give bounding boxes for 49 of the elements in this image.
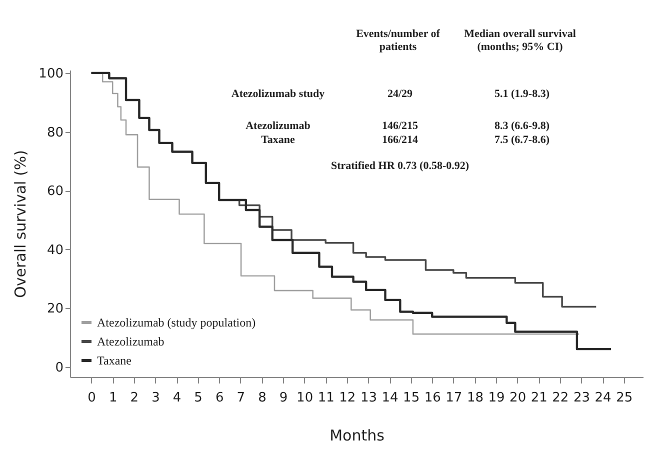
x-tick-label: 13 (360, 390, 377, 406)
y-axis-title: Overall survival (%) (12, 150, 30, 298)
x-tick-label: 22 (552, 390, 569, 406)
legend-label: Atezolizumab (study population) (97, 316, 256, 330)
legend-label: Taxane (97, 354, 132, 368)
annotation: Stratified HR 0.73 (0.58-0.92) (330, 160, 470, 173)
y-tick-label: 20 (46, 302, 64, 317)
annotation: Atezolizumab (246, 120, 310, 133)
annotation: 166/214 (382, 134, 418, 147)
x-tick-label: 24 (594, 390, 612, 406)
x-tick-label: 6 (215, 390, 224, 406)
x-tick-label: 12 (339, 390, 356, 406)
x-tick-label: 1 (108, 390, 118, 406)
x-tick-label: 15 (403, 390, 420, 406)
x-tick-label: 11 (318, 390, 334, 406)
text: Median overall survival (months; 95% CI) (463, 28, 577, 54)
y-tick-label: 40 (46, 242, 64, 258)
x-tick-label: 16 (424, 390, 441, 406)
x-tick-label: 21 (530, 390, 548, 406)
x-tick-label: 3 (152, 390, 160, 406)
x-tick-label: 17 (446, 390, 462, 406)
x-tick-label: 18 (466, 390, 484, 406)
x-tick-label: 4 (172, 390, 182, 406)
x-tick-label: 7 (236, 390, 246, 406)
x-tick-label: 23 (573, 390, 590, 406)
annotation: Atezolizumab study (231, 88, 325, 101)
y-tick-label: 80 (46, 125, 64, 140)
annotation: 5.1 (1.9-8.3) (494, 88, 550, 101)
x-axis-title: Months (330, 426, 385, 444)
x-tick-label: 9 (279, 390, 288, 406)
legend-label: Atezolizumab (97, 334, 164, 348)
y-tick-label: 100 (38, 66, 64, 82)
annotation: 24/29 (387, 88, 413, 101)
annotation: Taxane (261, 134, 295, 147)
annotation: 146/215 (382, 120, 418, 133)
x-tick-label: 19 (488, 390, 505, 406)
x-tick-label: 20 (510, 390, 526, 406)
x-tick-label: 25 (616, 390, 633, 406)
x-tick-label: 14 (382, 390, 398, 406)
y-tick-label: 60 (46, 184, 64, 200)
text: Events/number of patients (355, 28, 441, 54)
x-tick-label: 10 (296, 390, 314, 406)
y-tick-label: 0 (55, 360, 64, 376)
x-tick-label: 0 (88, 390, 96, 406)
x-tick-label: 5 (194, 390, 202, 406)
annotation: 7.5 (6.7-8.6) (494, 134, 550, 147)
annotation: 8.3 (6.6-9.8) (494, 120, 550, 133)
x-tick-label: 8 (258, 390, 266, 406)
x-tick-label: 2 (130, 390, 139, 406)
